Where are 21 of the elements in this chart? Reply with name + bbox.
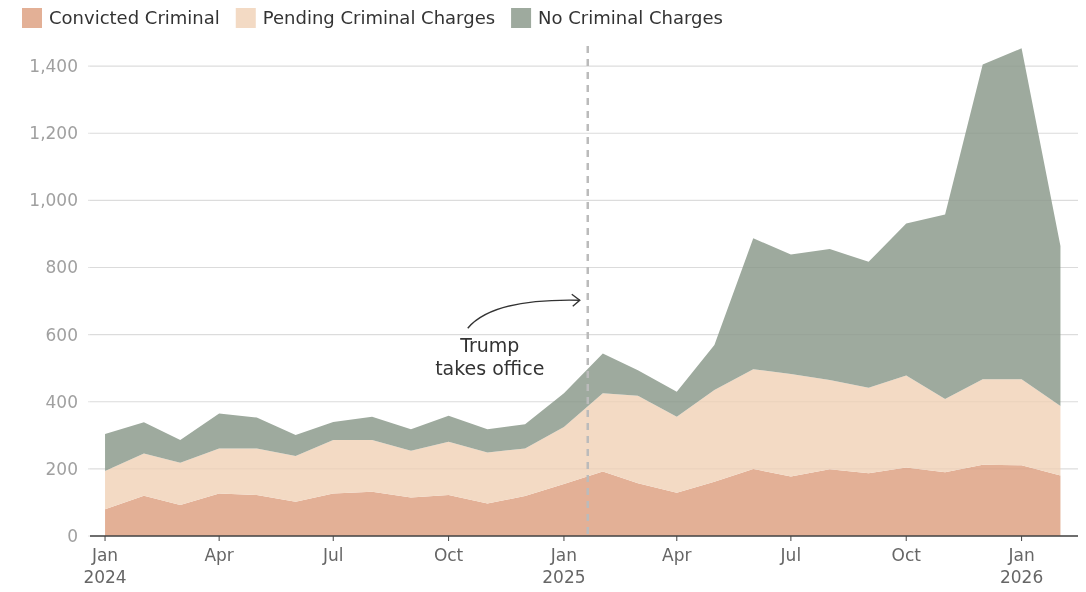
- x-tick-label: Jan 2025: [542, 545, 586, 588]
- x-tick-label: Jan 2026: [999, 545, 1044, 588]
- x-tick-label: Apr: [662, 545, 692, 565]
- y-tick-label: 1,400: [29, 56, 78, 77]
- x-tick-label: Apr: [204, 545, 234, 565]
- x-tick-label: Oct: [891, 545, 922, 565]
- y-tick-label: 0: [67, 525, 78, 546]
- y-tick-label: 1,000: [29, 190, 78, 211]
- y-tick-label: 200: [45, 458, 78, 479]
- y-tick-label: 600: [45, 324, 78, 345]
- y-tick-label: 1,200: [29, 123, 78, 144]
- x-tick-label: Jul: [321, 545, 344, 565]
- y-tick-label: 800: [45, 257, 78, 278]
- legend-label: No Criminal Charges: [538, 7, 723, 29]
- x-tick-label: Jan 2024: [83, 545, 127, 588]
- ref-line-label: Trump takes office: [435, 334, 545, 380]
- legend-label: Pending Criminal Charges: [262, 7, 496, 29]
- x-tick-label: Jul: [779, 545, 802, 565]
- legend-label: Convicted Criminal: [49, 7, 220, 29]
- x-tick-label: Oct: [433, 545, 464, 565]
- y-tick-label: 400: [45, 391, 78, 412]
